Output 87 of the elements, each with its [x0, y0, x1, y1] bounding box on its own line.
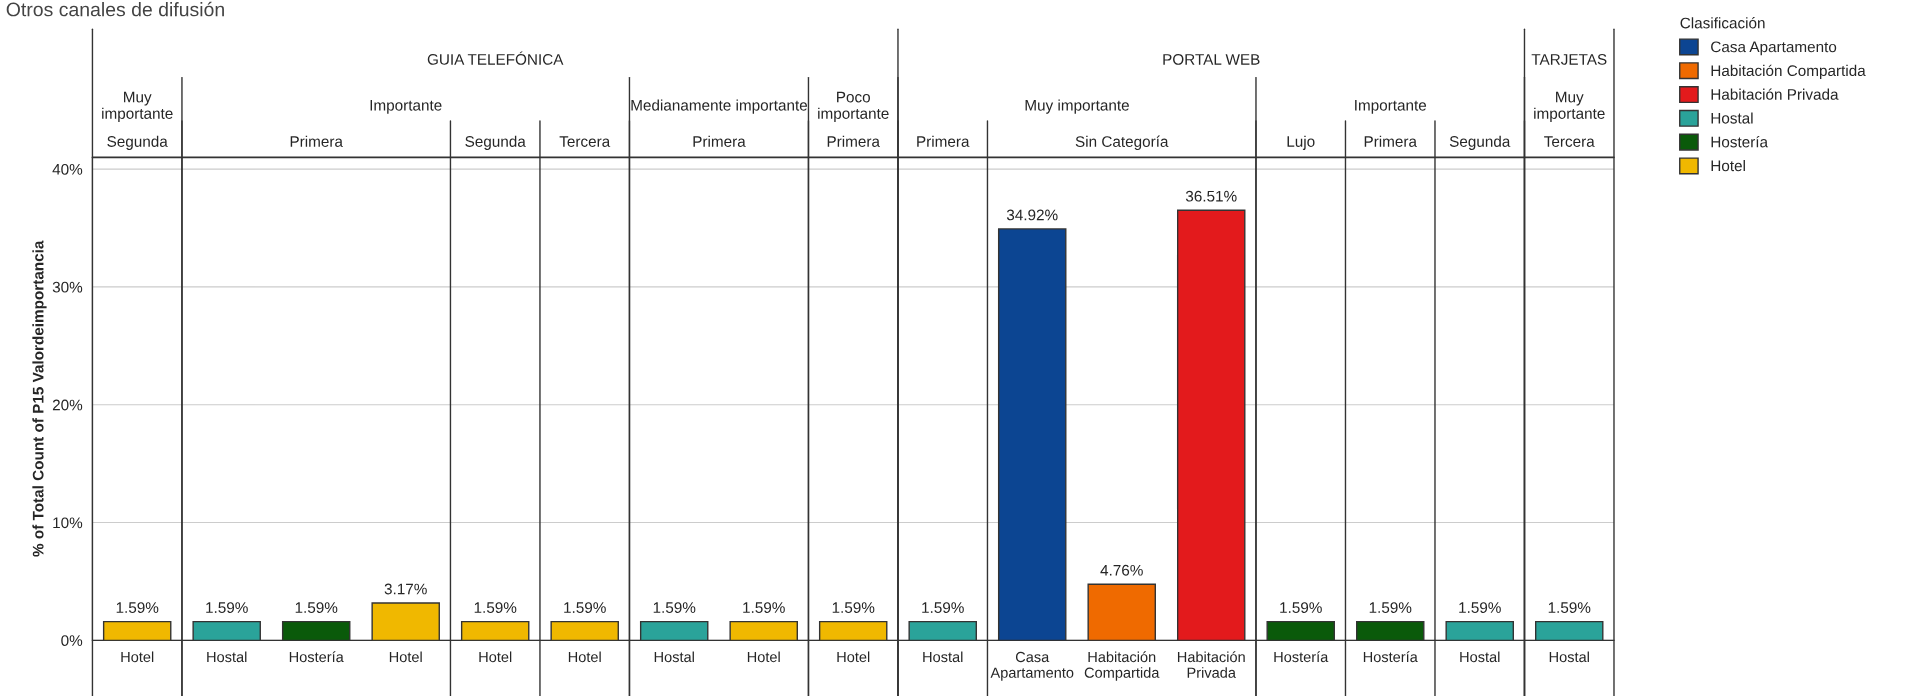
- text: Primera: [1364, 135, 1417, 147]
- x-tick-label: Hostal: [654, 651, 694, 663]
- bar: [460, 620, 530, 641]
- x-tick-label: Habitación Compartida: [1084, 651, 1160, 681]
- bar: [1266, 620, 1335, 641]
- bar: [729, 620, 798, 641]
- bar: [818, 620, 888, 641]
- data-label: 1.59%: [1548, 602, 1591, 614]
- bar: [102, 620, 172, 641]
- bar: [908, 620, 977, 641]
- bar: [1355, 620, 1425, 641]
- bar: [1534, 620, 1604, 641]
- text: Muy importante: [1025, 99, 1129, 114]
- y-axis-title: % of Total Count of P15 Valordeimportancia: [32, 240, 47, 557]
- x-tick-label: Hotel: [568, 651, 601, 663]
- data-label: 1.59%: [1280, 602, 1322, 614]
- data-label: 1.59%: [653, 602, 696, 614]
- x-tick-label: Hostería: [289, 651, 344, 663]
- data-label: 1.59%: [1369, 602, 1412, 614]
- x-tick-label: Hotel: [479, 651, 512, 663]
- bar: [192, 620, 261, 641]
- text: Sin Categoría: [1075, 135, 1169, 151]
- text: Primera: [827, 135, 880, 147]
- y-tick-label: 10%: [53, 517, 83, 529]
- text: Lujo: [1287, 135, 1315, 150]
- y-tick-label: 20%: [52, 399, 83, 411]
- x-tick-label: Hostal: [923, 651, 963, 663]
- text: Segunda: [1449, 135, 1511, 150]
- data-label: 1.59%: [743, 602, 785, 614]
- text: Primera: [290, 135, 343, 147]
- x-tick-label: Hotel: [121, 651, 154, 663]
- text: Importante: [1355, 100, 1427, 114]
- text: Poco importante: [818, 91, 889, 122]
- x-tick-label: Hostería: [1274, 651, 1329, 663]
- data-label: 1.59%: [206, 602, 248, 614]
- x-tick-label: Hotel: [747, 651, 780, 663]
- bar: [1087, 583, 1156, 641]
- data-label: 4.76%: [1100, 564, 1143, 576]
- data-label: 1.59%: [1459, 602, 1501, 614]
- data-label: 1.59%: [832, 602, 875, 614]
- bar: [1176, 209, 1246, 641]
- text: Primera: [917, 135, 970, 147]
- data-label: 1.59%: [564, 602, 606, 614]
- text: PORTAL WEB: [1163, 53, 1260, 65]
- text: Segunda: [465, 135, 526, 150]
- legend-label: Hotel: [1711, 160, 1745, 172]
- chart-title: Otros canales de difusión: [6, 1, 224, 17]
- data-label: 36.51%: [1185, 190, 1237, 202]
- legend-label: Hostería: [1711, 136, 1769, 148]
- data-label: 1.59%: [474, 602, 517, 614]
- text: Tercera: [559, 136, 611, 147]
- legend-label: Casa Apartamento: [1711, 41, 1837, 56]
- bar: [997, 228, 1067, 641]
- y-tick-label: 0%: [61, 635, 83, 647]
- y-tick-label: 30%: [52, 281, 83, 293]
- legend-title: Clasificación: [1680, 17, 1765, 29]
- y-tick-label: 40%: [52, 163, 83, 175]
- x-tick-label: Hotel: [837, 651, 870, 663]
- x-tick-label: Habitación Privada: [1177, 651, 1245, 678]
- legend-label: Habitación Privada: [1711, 88, 1839, 100]
- bar: [639, 620, 709, 641]
- bar: [371, 602, 440, 641]
- data-label: 1.59%: [922, 602, 964, 614]
- bar: [1445, 620, 1514, 641]
- bar: [550, 620, 619, 641]
- bar: [281, 620, 351, 641]
- x-tick-label: Hostal: [1460, 651, 1500, 663]
- x-tick-label: Hotel: [389, 651, 422, 663]
- text: Primera: [693, 135, 746, 147]
- data-label: 1.59%: [295, 602, 338, 614]
- text: Muy importante: [102, 91, 173, 122]
- x-tick-label: Casa Apartamento: [990, 651, 1074, 681]
- text: Segunda: [107, 135, 168, 150]
- x-tick-label: Hostería: [1363, 651, 1418, 663]
- text: Importante: [370, 100, 442, 114]
- data-label: 34.92%: [1006, 209, 1058, 221]
- legend-label: Habitación Compartida: [1711, 64, 1866, 80]
- text: GUIA TELEFÓNICA: [427, 51, 564, 65]
- text: TARJETAS: [1531, 53, 1607, 65]
- data-label: 1.59%: [116, 602, 159, 614]
- text: Medianamente importante: [631, 99, 808, 114]
- x-tick-label: Hostal: [207, 651, 247, 663]
- x-tick-label: Hostal: [1549, 651, 1589, 663]
- text: Tercera: [1544, 136, 1595, 147]
- text: Muy importante: [1534, 91, 1605, 122]
- legend-label: Hostal: [1711, 112, 1753, 124]
- data-label: 3.17%: [384, 583, 427, 595]
